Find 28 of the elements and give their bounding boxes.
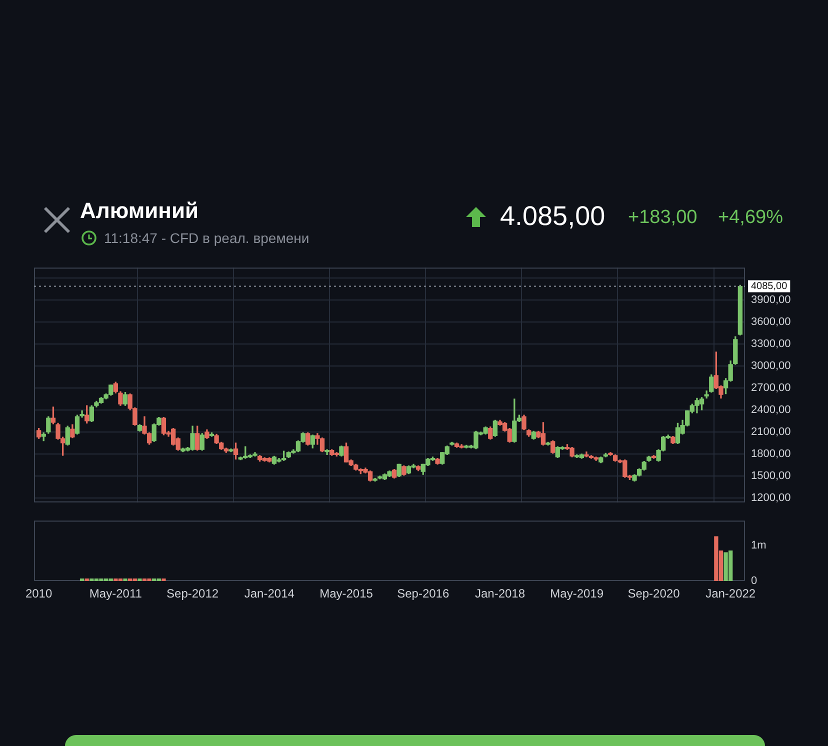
ref-line-label: 4085,00 bbox=[751, 281, 788, 292]
y-tick-label: 1800,00 bbox=[751, 448, 791, 460]
y-tick-label: 3300,00 bbox=[751, 338, 791, 350]
x-tick-label: 2010 bbox=[25, 586, 52, 601]
y-tick-label: 3900,00 bbox=[751, 294, 791, 306]
x-tick-label: May-2011 bbox=[89, 586, 142, 601]
x-tick-label: Jan-2014 bbox=[244, 586, 295, 601]
x-tick-label: Sep-2012 bbox=[166, 586, 219, 601]
text: 4.085,00 bbox=[500, 201, 606, 232]
chart-subtitle: 11:18:47 - CFD в реал. времени bbox=[104, 230, 310, 246]
chart-title: Алюминий bbox=[80, 198, 198, 224]
y-tick-label: 3000,00 bbox=[751, 360, 791, 372]
x-tick-label: May-2015 bbox=[320, 586, 374, 601]
y-tick-label: 1200,00 bbox=[751, 492, 791, 504]
text: +183,00 bbox=[628, 207, 698, 229]
x-tick-label: Sep-2016 bbox=[397, 586, 450, 601]
x-tick-label: Sep-2020 bbox=[628, 586, 680, 601]
y-tick-label: 1500,00 bbox=[751, 470, 791, 482]
y-tick-label: 0 bbox=[751, 575, 758, 588]
y-tick-label: 1m bbox=[751, 540, 766, 552]
y-tick-label: 2400,00 bbox=[751, 404, 791, 416]
y-tick-label: 3600,00 bbox=[751, 316, 791, 328]
x-tick-label: Jan-2018 bbox=[474, 586, 526, 601]
y-tick-label: 2100,00 bbox=[751, 426, 791, 438]
text: +4,69% bbox=[718, 207, 783, 229]
y-tick-label: 2700,00 bbox=[751, 382, 791, 394]
x-tick-label: Jan-2022 bbox=[706, 586, 756, 601]
x-tick-label: May-2019 bbox=[550, 586, 604, 601]
